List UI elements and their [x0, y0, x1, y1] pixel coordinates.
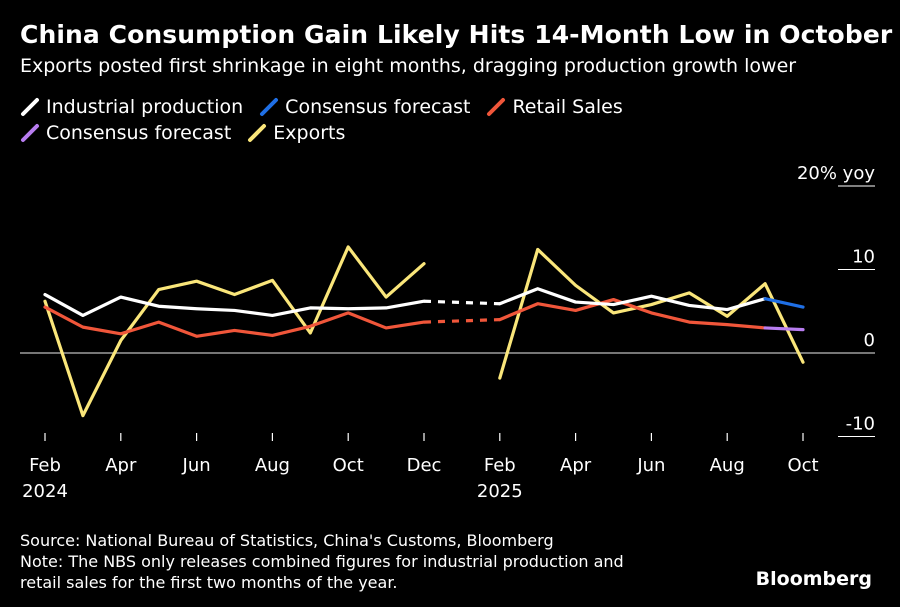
x-tick-label-14: Apr [560, 455, 592, 476]
legend-label-industrial-production: Industrial production [46, 96, 244, 118]
brand-logo: Bloomberg [755, 568, 872, 590]
chart-title: China Consumption Gain Likely Hits 14-Mo… [20, 20, 893, 49]
series-line-industrial-production-0-0 [43, 292, 426, 318]
y-tick-label-0: 20% yoy [797, 163, 875, 184]
x-tick-label-2: Apr [105, 455, 137, 476]
series-gap-retail-sales-2-0 [423, 318, 500, 324]
legend-swatch-exports [248, 124, 267, 142]
x-tick-label-18: Aug [710, 455, 745, 476]
legend-row-1: Industrial production Consensus forecast… [20, 94, 880, 120]
note-line-1: Note: The NBS only releases combined fig… [20, 552, 624, 571]
x-tick-label-10: Dec [407, 455, 442, 476]
x-tick-sublabel-12: 2025 [477, 481, 523, 502]
legend-swatch-consensus-forecast-ip [260, 98, 279, 116]
legend-label-consensus-forecast-rs: Consensus forecast [46, 122, 232, 144]
x-tick-label-4: Jun [182, 455, 211, 476]
series-line-retail-sales-2-0 [43, 305, 426, 338]
y-tick-label-1: 10 [852, 247, 875, 268]
legend-label-exports: Exports [273, 122, 346, 144]
x-tick-label-20: Oct [787, 455, 818, 476]
legend-label-consensus-forecast-ip: Consensus forecast [285, 96, 471, 118]
x-tick-label-8: Oct [333, 455, 364, 476]
legend-swatch-retail-sales [487, 98, 506, 116]
legend-item-industrial-production: Industrial production [20, 96, 243, 118]
series-line-retail-sales-2-1 [498, 297, 767, 330]
series-line-exports-4-1 [498, 247, 805, 380]
legend-item-consensus-forecast-rs: Consensus forecast [20, 122, 231, 144]
chart-footer: Source: National Bureau of Statistics, C… [20, 530, 624, 593]
source-note: Source: National Bureau of Statistics, C… [20, 531, 554, 550]
x-tick-label-16: Jun [636, 455, 665, 476]
legend-item-exports: Exports [247, 122, 345, 144]
x-tick-label-12: Feb [484, 455, 516, 476]
series-gap-industrial-production-0-0 [423, 299, 500, 306]
note-line-2: retail sales for the first two months of… [20, 573, 398, 592]
y-tick-label-3: -10 [846, 414, 875, 435]
y-tick-label-2: 0 [864, 330, 875, 351]
series-line-exports-4-0 [43, 245, 426, 418]
legend: Industrial production Consensus forecast… [20, 94, 880, 146]
legend-swatch-industrial-production [21, 98, 39, 116]
x-tick-label-6: Aug [255, 455, 290, 476]
x-tick-sublabel-0: 2024 [22, 481, 68, 502]
series-line-consensus-forecast-1-0 [763, 297, 805, 309]
legend-item-retail-sales: Retail Sales [486, 96, 623, 118]
series-line-industrial-production-0-1 [498, 287, 767, 312]
x-tick-label-0: Feb [29, 455, 61, 476]
legend-label-retail-sales: Retail Sales [512, 96, 623, 118]
legend-item-consensus-forecast-ip: Consensus forecast [259, 96, 470, 118]
legend-row-2: Consensus forecast Exports [20, 120, 880, 146]
chart-subtitle: Exports posted first shrinkage in eight … [20, 55, 797, 77]
series-line-consensus-forecast-3-0 [763, 326, 805, 332]
legend-swatch-consensus-forecast-rs [21, 124, 39, 142]
